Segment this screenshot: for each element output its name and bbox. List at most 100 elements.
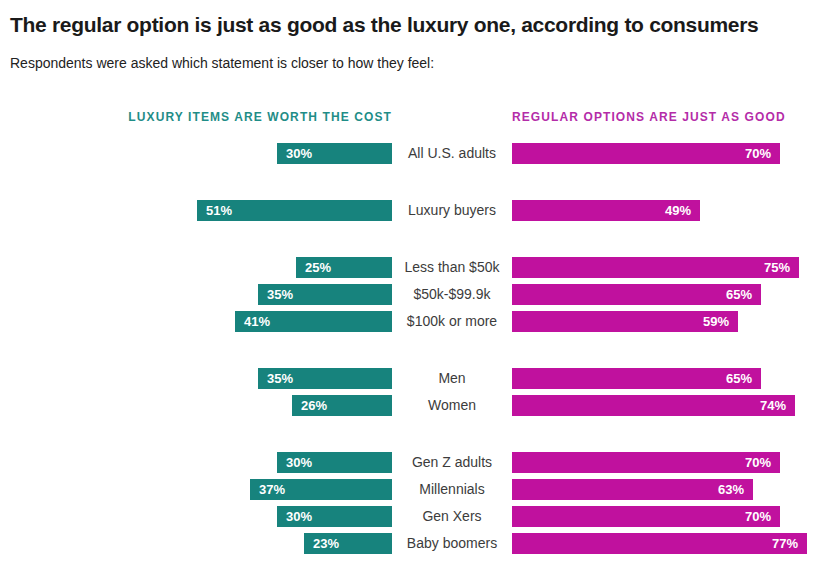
- chart-row: 30% Gen Z adults 70%: [0, 452, 837, 473]
- regular-bar-zone: 70%: [512, 143, 837, 164]
- regular-bar: 70%: [512, 506, 780, 527]
- luxury-bar: 35%: [258, 368, 392, 389]
- luxury-bar-zone: 30%: [0, 506, 392, 527]
- luxury-bar: 30%: [277, 452, 392, 473]
- category-label: Gen Xers: [392, 506, 512, 527]
- regular-bar: 49%: [512, 200, 700, 221]
- category-label: Men: [392, 368, 512, 389]
- category-label: Baby boomers: [392, 533, 512, 554]
- regular-bar: 74%: [512, 395, 795, 416]
- regular-bar: 65%: [512, 284, 761, 305]
- chart-row: 23% Baby boomers 77%: [0, 533, 837, 554]
- regular-value-label: 49%: [665, 200, 691, 221]
- right-series-header: REGULAR OPTIONS ARE JUST AS GOOD: [512, 110, 837, 125]
- regular-bar: 59%: [512, 311, 738, 332]
- chart-group: 35% Men 65% 26% Women 74%: [0, 368, 837, 416]
- left-series-header: LUXURY ITEMS ARE WORTH THE COST: [0, 110, 392, 125]
- luxury-value-label: 35%: [267, 284, 293, 305]
- category-label: Millennials: [392, 479, 512, 500]
- luxury-value-label: 37%: [259, 479, 285, 500]
- luxury-bar: 30%: [277, 143, 392, 164]
- chart-rows: 30% All U.S. adults 70% 51% Luxury buyers 49%…: [0, 143, 837, 554]
- regular-bar: 77%: [512, 533, 807, 554]
- luxury-bar: 41%: [235, 311, 392, 332]
- regular-bar: 70%: [512, 143, 780, 164]
- luxury-bar-zone: 35%: [0, 368, 392, 389]
- regular-value-label: 59%: [703, 311, 729, 332]
- chart-row: 41% $100k or more 59%: [0, 311, 837, 332]
- luxury-bar-zone: 30%: [0, 143, 392, 164]
- luxury-bar-zone: 23%: [0, 533, 392, 554]
- regular-bar: 65%: [512, 368, 761, 389]
- chart-page: The regular option is just as good as th…: [0, 0, 837, 576]
- luxury-value-label: 30%: [286, 452, 312, 473]
- regular-value-label: 63%: [718, 479, 744, 500]
- regular-value-label: 65%: [726, 284, 752, 305]
- regular-value-label: 65%: [726, 368, 752, 389]
- regular-bar-zone: 70%: [512, 452, 837, 473]
- chart-group: 51% Luxury buyers 49%: [0, 200, 837, 221]
- regular-bar-zone: 65%: [512, 368, 837, 389]
- luxury-bar-zone: 37%: [0, 479, 392, 500]
- regular-bar-zone: 70%: [512, 506, 837, 527]
- chart-row: 35% $50k-$99.9k 65%: [0, 284, 837, 305]
- luxury-value-label: 26%: [301, 395, 327, 416]
- luxury-value-label: 25%: [305, 257, 331, 278]
- luxury-bar: 37%: [250, 479, 392, 500]
- regular-bar: 63%: [512, 479, 753, 500]
- regular-bar-zone: 63%: [512, 479, 837, 500]
- regular-value-label: 74%: [760, 395, 786, 416]
- chart-subtitle: Respondents were asked which statement i…: [10, 54, 827, 72]
- chart-row: 26% Women 74%: [0, 395, 837, 416]
- luxury-bar: 51%: [197, 200, 392, 221]
- chart-header-block: The regular option is just as good as th…: [0, 0, 837, 72]
- category-label: All U.S. adults: [392, 143, 512, 164]
- regular-value-label: 70%: [745, 452, 771, 473]
- diverging-bar-chart: LUXURY ITEMS ARE WORTH THE COST REGULAR …: [0, 110, 837, 554]
- regular-bar-zone: 65%: [512, 284, 837, 305]
- chart-row: 25% Less than $50k 75%: [0, 257, 837, 278]
- luxury-bar-zone: 25%: [0, 257, 392, 278]
- luxury-bar-zone: 30%: [0, 452, 392, 473]
- regular-value-label: 70%: [745, 143, 771, 164]
- luxury-bar-zone: 41%: [0, 311, 392, 332]
- luxury-value-label: 23%: [313, 533, 339, 554]
- regular-bar-zone: 59%: [512, 311, 837, 332]
- category-label: $50k-$99.9k: [392, 284, 512, 305]
- luxury-bar: 30%: [277, 506, 392, 527]
- luxury-value-label: 30%: [286, 143, 312, 164]
- luxury-bar-zone: 35%: [0, 284, 392, 305]
- luxury-bar-zone: 51%: [0, 200, 392, 221]
- category-label: Luxury buyers: [392, 200, 512, 221]
- chart-row: 30% Gen Xers 70%: [0, 506, 837, 527]
- regular-bar: 70%: [512, 452, 780, 473]
- luxury-bar: 23%: [304, 533, 392, 554]
- luxury-value-label: 30%: [286, 506, 312, 527]
- luxury-value-label: 41%: [244, 311, 270, 332]
- regular-bar: 75%: [512, 257, 799, 278]
- chart-group: 30% All U.S. adults 70%: [0, 143, 837, 164]
- luxury-bar: 35%: [258, 284, 392, 305]
- category-label: Gen Z adults: [392, 452, 512, 473]
- category-label: Women: [392, 395, 512, 416]
- luxury-bar: 26%: [292, 395, 392, 416]
- chart-row: 51% Luxury buyers 49%: [0, 200, 837, 221]
- page-title: The regular option is just as good as th…: [10, 12, 827, 38]
- luxury-bar-zone: 26%: [0, 395, 392, 416]
- luxury-value-label: 51%: [206, 200, 232, 221]
- regular-bar-zone: 75%: [512, 257, 837, 278]
- regular-bar-zone: 77%: [512, 533, 837, 554]
- regular-value-label: 75%: [764, 257, 790, 278]
- chart-group: 25% Less than $50k 75% 35% $50k-$99.9k 65% 41%…: [0, 257, 837, 332]
- luxury-value-label: 35%: [267, 368, 293, 389]
- category-label: Less than $50k: [392, 257, 512, 278]
- series-headers: LUXURY ITEMS ARE WORTH THE COST REGULAR …: [0, 110, 837, 125]
- regular-bar-zone: 74%: [512, 395, 837, 416]
- chart-row: 30% All U.S. adults 70%: [0, 143, 837, 164]
- regular-value-label: 70%: [745, 506, 771, 527]
- chart-row: 35% Men 65%: [0, 368, 837, 389]
- regular-bar-zone: 49%: [512, 200, 837, 221]
- category-label: $100k or more: [392, 311, 512, 332]
- luxury-bar: 25%: [296, 257, 392, 278]
- regular-value-label: 77%: [772, 533, 798, 554]
